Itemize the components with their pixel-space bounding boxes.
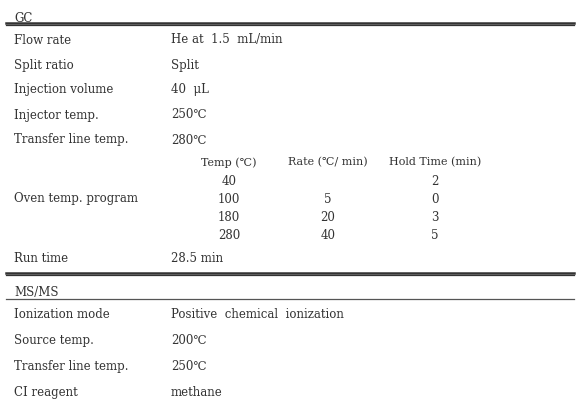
Text: Injector temp.: Injector temp. [14, 109, 99, 122]
Text: 250℃: 250℃ [171, 109, 206, 122]
Text: 0: 0 [432, 193, 438, 206]
Text: Oven temp. program: Oven temp. program [14, 192, 139, 205]
Text: 28.5 min: 28.5 min [171, 252, 223, 265]
Text: 40  μL: 40 μL [171, 83, 209, 97]
Text: Injection volume: Injection volume [14, 83, 114, 97]
Text: Run time: Run time [14, 252, 68, 265]
Text: 180: 180 [218, 211, 240, 224]
Text: Split ratio: Split ratio [14, 59, 74, 71]
Text: CI reagent: CI reagent [14, 386, 78, 399]
Text: 3: 3 [432, 211, 438, 224]
Text: 5: 5 [432, 229, 438, 242]
Text: 200℃: 200℃ [171, 334, 206, 347]
Text: Rate (℃/ min): Rate (℃/ min) [288, 157, 368, 168]
Text: Split: Split [171, 59, 199, 71]
Text: 280: 280 [218, 229, 240, 242]
Text: Ionization mode: Ionization mode [14, 308, 110, 321]
Text: 280℃: 280℃ [171, 134, 206, 146]
Text: 5: 5 [324, 193, 331, 206]
Text: 250℃: 250℃ [171, 360, 206, 373]
Text: GC: GC [14, 12, 33, 25]
Text: methane: methane [171, 386, 223, 399]
Text: Temp (℃): Temp (℃) [201, 157, 257, 168]
Text: 20: 20 [320, 211, 335, 224]
Text: He at  1.5  mL/min: He at 1.5 mL/min [171, 34, 282, 47]
Text: 40: 40 [222, 175, 237, 188]
Text: 100: 100 [218, 193, 240, 206]
Text: Flow rate: Flow rate [14, 34, 71, 47]
Text: Transfer line temp.: Transfer line temp. [14, 360, 129, 373]
Text: 40: 40 [320, 229, 335, 242]
Text: Hold Time (min): Hold Time (min) [389, 157, 481, 168]
Text: Positive  chemical  ionization: Positive chemical ionization [171, 308, 344, 321]
Text: Transfer line temp.: Transfer line temp. [14, 134, 129, 146]
Text: MS/MS: MS/MS [14, 286, 59, 298]
Text: 2: 2 [432, 175, 438, 188]
Text: Source temp.: Source temp. [14, 334, 95, 347]
